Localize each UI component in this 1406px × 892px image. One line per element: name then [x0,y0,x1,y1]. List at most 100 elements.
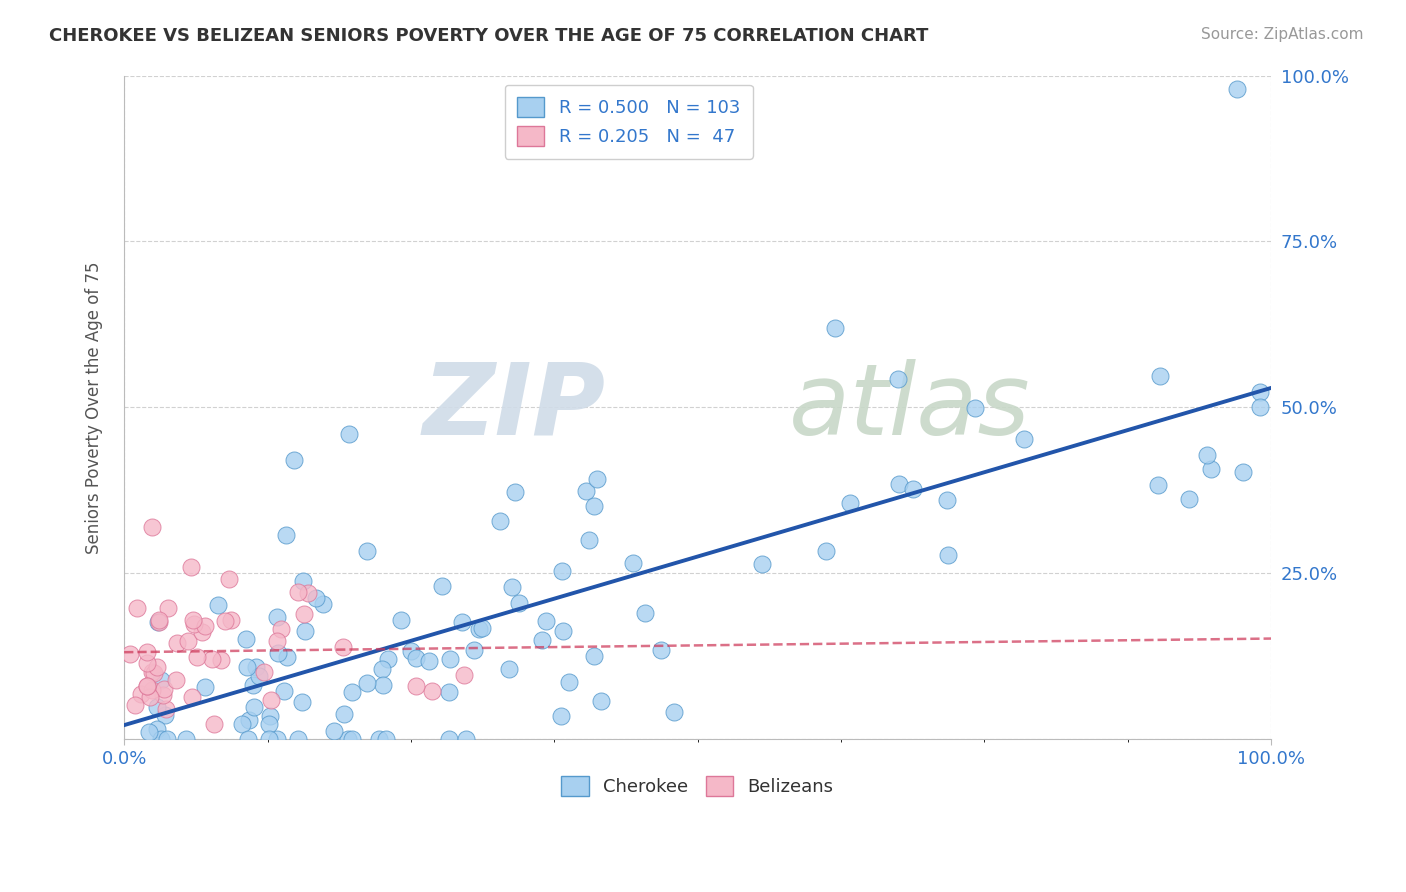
Point [186,649,208,664]
Point [583,649,606,664]
Point [283,453,305,467]
Point [294,624,316,639]
Point [297,586,319,600]
Point [575,483,598,498]
Point [257,732,280,747]
Point [508,596,530,610]
Point [399,643,422,657]
Point [585,472,607,486]
Point [450,615,472,629]
Point [589,694,612,708]
Point [340,732,363,747]
Point [231,716,253,731]
Point [118,647,141,661]
Point [634,606,657,620]
Point [194,619,217,633]
Point [155,708,177,723]
Point [149,732,172,747]
Point [257,716,280,731]
Point [621,556,644,570]
Point [936,492,959,507]
Point [437,732,460,747]
Point [141,665,163,679]
Point [312,597,335,611]
Point [463,642,485,657]
Point [243,699,266,714]
Point [136,679,159,693]
Point [174,732,197,747]
Point [202,716,225,731]
Point [148,613,170,627]
Point [1226,82,1249,96]
Point [267,646,290,660]
Point [389,613,412,627]
Point [266,610,288,624]
Point [194,680,217,694]
Point [180,559,202,574]
Point [1146,478,1168,492]
Point [439,652,461,666]
Point [273,684,295,698]
Point [153,681,176,696]
Point [157,600,180,615]
Point [405,679,427,693]
Point [149,673,172,687]
Point [936,548,959,562]
Point [142,665,165,680]
Text: ZIP: ZIP [423,359,606,456]
Point [245,659,267,673]
Point [505,484,527,499]
Point [418,654,440,668]
Point [1149,368,1171,383]
Point [501,580,523,594]
Point [420,684,443,698]
Point [1012,432,1035,446]
Point [468,622,491,636]
Point [965,401,987,415]
Point [439,685,461,699]
Point [214,614,236,628]
Point [373,678,395,692]
Text: Source: ZipAtlas.com: Source: ZipAtlas.com [1201,27,1364,42]
Point [125,601,148,615]
Point [292,607,315,621]
Point [266,634,288,648]
Point [146,615,169,629]
Point [235,660,257,674]
Point [145,700,167,714]
Point [270,622,292,636]
Point [815,543,838,558]
Point [219,613,242,627]
Point [453,667,475,681]
Text: CHEROKEE VS BELIZEAN SENIORS POVERTY OVER THE AGE OF 75 CORRELATION CHART: CHEROKEE VS BELIZEAN SENIORS POVERTY OVE… [49,27,928,45]
Point [209,653,232,667]
Point [148,615,170,630]
Point [191,624,214,639]
Point [124,698,146,712]
Point [531,632,554,647]
Point [287,732,309,747]
Point [887,372,910,386]
Point [218,572,240,586]
Point [337,426,360,441]
Point [558,675,581,690]
Point [201,651,224,665]
Point [146,660,169,674]
Point [377,651,399,665]
Point [238,713,260,727]
Point [1199,462,1222,476]
Point [356,675,378,690]
Point [650,643,672,657]
Legend: Cherokee, Belizeans: Cherokee, Belizeans [554,769,841,803]
Point [751,558,773,572]
Point [323,724,346,739]
Point [498,662,520,676]
Point [432,578,454,592]
Point [155,701,177,715]
Point [247,669,270,683]
Point [1197,448,1219,462]
Point [368,732,391,747]
Point [1232,466,1254,480]
Point [138,724,160,739]
Point [156,732,179,747]
